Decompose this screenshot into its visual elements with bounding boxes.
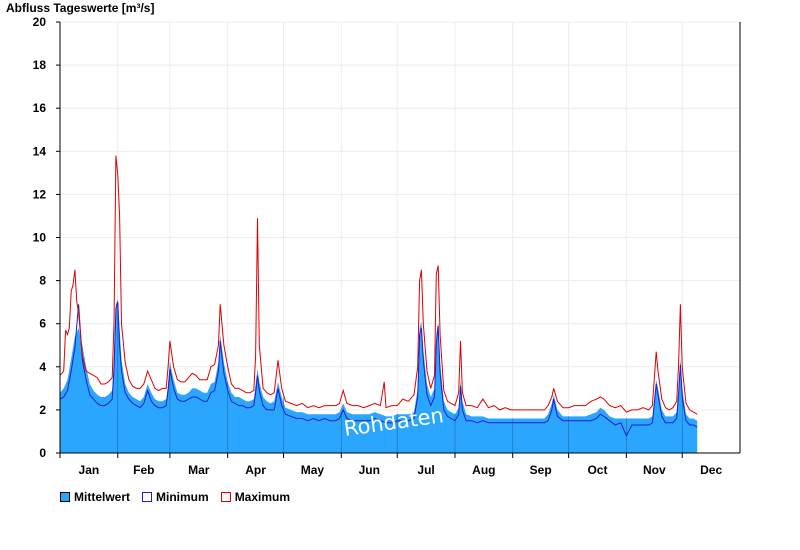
x-tick-label: Nov <box>643 463 666 477</box>
legend: Mittelwert Minimum Maximum <box>60 490 302 504</box>
y-tick-label: 6 <box>39 317 46 331</box>
y-tick-label: 2 <box>39 403 46 417</box>
legend-item-maximum: Maximum <box>220 490 291 504</box>
legend-label-mean: Mittelwert <box>74 490 131 504</box>
legend-item-mean: Mittelwert <box>60 490 130 504</box>
x-tick-label: Apr <box>245 463 266 477</box>
y-tick-label: 16 <box>33 101 47 115</box>
y-tick-label: 20 <box>33 15 47 29</box>
legend-item-minimum: Minimum <box>142 490 209 504</box>
x-tick-label: Sep <box>530 463 552 477</box>
x-tick-label: Oct <box>587 463 607 477</box>
legend-label-maximum: Maximum <box>234 490 291 504</box>
y-tick-label: 0 <box>39 446 46 460</box>
x-tick-label: May <box>301 463 325 477</box>
x-tick-label: Feb <box>133 463 154 477</box>
y-tick-label: 4 <box>39 360 46 374</box>
legend-swatch-minimum <box>142 492 153 502</box>
x-tick-label: Jul <box>417 463 434 477</box>
legend-swatch-mean <box>60 492 70 502</box>
x-tick-label: Mar <box>188 463 210 477</box>
x-tick-label: Jan <box>79 463 100 477</box>
series-minimum-line <box>59 301 698 437</box>
legend-swatch-maximum <box>220 492 231 502</box>
x-tick-label: Jun <box>359 463 380 477</box>
y-tick-label: 14 <box>33 144 47 158</box>
x-tick-label: Aug <box>472 463 495 477</box>
chart-title: Abfluss Tageswerte [m³/s] <box>6 1 155 15</box>
series-maximum-line <box>59 155 698 415</box>
y-tick-label: 8 <box>39 274 46 288</box>
y-tick-label: 10 <box>33 231 47 245</box>
y-tick-label: 12 <box>33 187 47 201</box>
x-tick-label: Dec <box>700 463 722 477</box>
y-tick-label: 18 <box>33 58 47 72</box>
series-mean-area <box>60 300 698 453</box>
legend-label-minimum: Minimum <box>156 490 209 504</box>
